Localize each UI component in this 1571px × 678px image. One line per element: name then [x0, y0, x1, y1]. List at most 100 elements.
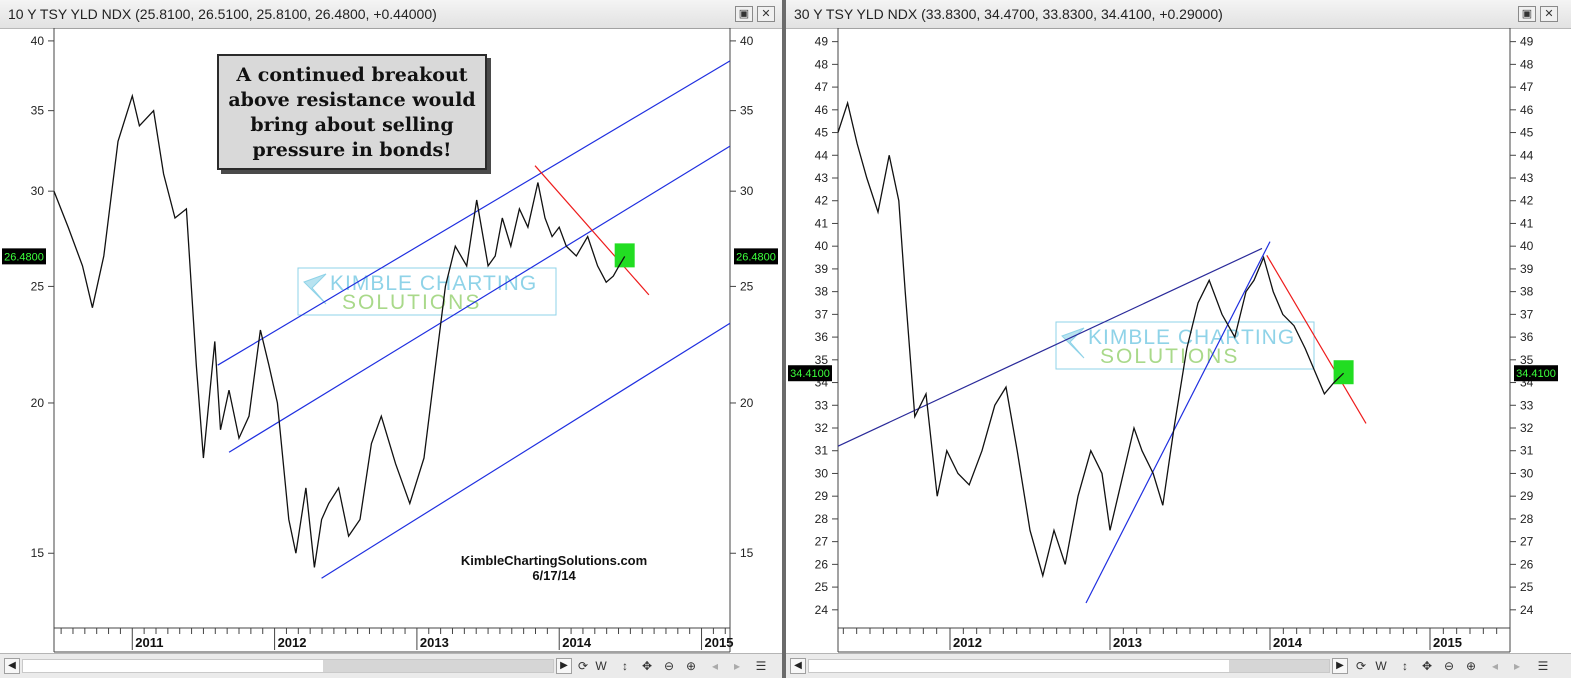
trendline [321, 322, 731, 579]
price-tag-left-text: 26.4800 [4, 251, 44, 263]
time-scrollbar[interactable]: ◀ ▶ ⟳ W ↕ ✥ ⊖ ⊕ ◂ ▸ ☰ [786, 653, 1571, 678]
list-icon[interactable]: ☰ [1537, 659, 1549, 673]
watermark-text: KIMBLE CHARTING [330, 272, 537, 295]
y-tick-label-left: 31 [815, 444, 829, 458]
chart-titlebar: 30 Y TSY YLD NDX (33.8300, 34.4700, 33.8… [786, 0, 1571, 29]
zoom-in-icon[interactable]: ⊕ [1465, 659, 1477, 673]
chart-titlebar: 10 Y TSY YLD NDX (25.8100, 26.5100, 25.8… [0, 0, 782, 29]
y-tick-label-left: 25 [815, 580, 829, 594]
y-tick-label-right: 27 [1520, 535, 1534, 549]
y-tick-label-left: 36 [815, 330, 829, 344]
y-tick-label-left: 43 [815, 171, 829, 185]
plot-area [837, 28, 1511, 629]
y-tick-label-right: 40 [740, 34, 754, 48]
list-icon[interactable]: ☰ [755, 659, 767, 673]
timeframe-button[interactable]: W [1375, 659, 1387, 673]
price-tag-right-text: 34.4100 [1516, 368, 1556, 380]
maximize-icon[interactable]: ▣ [735, 6, 753, 22]
move-icon[interactable]: ✥ [641, 659, 653, 673]
y-tick-label-right: 33 [1520, 398, 1534, 412]
site-url: KimbleChartingSolutions.com [460, 553, 648, 568]
scroll-right-arrow[interactable]: ▶ [556, 658, 572, 674]
vertical-resize-icon[interactable]: ↕ [1402, 659, 1408, 673]
callout-box: A continued breakout above resistance wo… [217, 54, 487, 170]
y-tick-label-right: 44 [1520, 148, 1534, 162]
x-tick-label: 2012 [953, 635, 982, 650]
y-tick-label-right: 25 [1520, 580, 1534, 594]
y-tick-label-left: 30 [31, 184, 45, 198]
zoom-out-icon[interactable]: ⊖ [663, 659, 675, 673]
zoom-out-icon[interactable]: ⊖ [1443, 659, 1455, 673]
price-tag-left-text: 34.4100 [790, 368, 830, 380]
y-tick-label-right: 35 [1520, 353, 1534, 367]
x-tick-label: 2015 [705, 635, 734, 650]
vertical-resize-icon[interactable]: ↕ [622, 659, 628, 673]
x-tick-label: 2014 [1273, 635, 1303, 650]
y-tick-label-right: 45 [1520, 126, 1534, 140]
trendline [1085, 241, 1271, 604]
y-tick-label-left: 39 [815, 262, 829, 276]
panel-divider[interactable] [782, 0, 786, 678]
y-tick-label-left: 30 [815, 466, 829, 480]
close-icon[interactable]: ✕ [1540, 6, 1558, 22]
ohlc-readout: (25.8100, 26.5100, 25.8100, 26.4800, +0.… [135, 6, 437, 22]
callout-line: pressure in bonds! [252, 139, 452, 161]
y-tick-label-left: 42 [815, 194, 829, 208]
watermark-box [1055, 321, 1315, 370]
y-tick-label-right: 25 [740, 279, 754, 293]
price-tag-left [2, 248, 46, 265]
scroll-left-arrow[interactable]: ◀ [790, 658, 806, 674]
time-scrollbar[interactable]: ◀ ▶ ⟳ W ↕ ✥ ⊖ ⊕ ◂ ▸ ☰ [0, 653, 782, 678]
y-tick-label-right: 42 [1520, 194, 1534, 208]
y-tick-label-left: 41 [815, 216, 829, 230]
y-tick-label-left: 45 [815, 126, 829, 140]
step-back-icon[interactable]: ◂ [711, 659, 719, 673]
y-tick-label-left: 35 [31, 104, 45, 118]
y-tick-label-right: 43 [1520, 171, 1534, 185]
trendline [837, 247, 1263, 447]
trendline [1266, 254, 1367, 424]
zoom-in-icon[interactable]: ⊕ [685, 659, 697, 673]
scroll-right-arrow[interactable]: ▶ [1332, 658, 1348, 674]
step-forward-icon[interactable]: ▸ [733, 659, 741, 673]
y-tick-label-right: 15 [740, 546, 754, 560]
chart-30y[interactable]: 24 24 25 25 26 26 27 27 28 28 29 29 30 30 31 31 32 32 33 33… [786, 28, 1571, 654]
y-tick-label-left: 29 [815, 489, 829, 503]
move-icon[interactable]: ✥ [1421, 659, 1433, 673]
y-tick-label-left: 24 [815, 603, 829, 617]
y-tick-label-left: 32 [815, 421, 829, 435]
maximize-icon[interactable]: ▣ [1518, 6, 1536, 22]
ohlc-readout: (33.8300, 34.4700, 33.8300, 34.4100, +0.… [921, 6, 1223, 22]
price-series-line [837, 100, 1345, 579]
watermark-logo-icon [303, 273, 327, 305]
y-tick-label-right: 48 [1520, 57, 1534, 71]
chart-title: 10 Y TSY YLD NDX (25.8100, 26.5100, 25.8… [8, 6, 437, 22]
scroll-left-arrow[interactable]: ◀ [4, 658, 20, 674]
refresh-icon[interactable]: ⟳ [1355, 659, 1367, 673]
trendline [534, 165, 650, 296]
price-tag-right [734, 248, 778, 265]
trendline [217, 60, 731, 366]
y-tick-label-right: 38 [1520, 285, 1534, 299]
close-icon[interactable]: ✕ [757, 6, 775, 22]
scroll-thumb[interactable] [1229, 660, 1329, 672]
callout-line: bring about selling [250, 114, 454, 136]
y-tick-label-right: 49 [1520, 35, 1534, 49]
scroll-track[interactable] [808, 659, 1330, 673]
x-tick-label: 2013 [420, 635, 449, 650]
y-tick-label-left: 38 [815, 285, 829, 299]
scroll-track[interactable] [22, 659, 554, 673]
y-tick-label-left: 15 [31, 546, 45, 560]
chart-panel-30y: 30 Y TSY YLD NDX (33.8300, 34.4700, 33.8… [786, 0, 1571, 678]
watermark-text: KIMBLE CHARTING [1088, 326, 1295, 349]
step-back-icon[interactable]: ◂ [1491, 659, 1499, 673]
step-forward-icon[interactable]: ▸ [1513, 659, 1521, 673]
y-tick-label-right: 46 [1520, 103, 1534, 117]
y-tick-label-right: 30 [1520, 466, 1534, 480]
y-tick-label-left: 44 [815, 148, 829, 162]
refresh-icon[interactable]: ⟳ [577, 659, 589, 673]
watermark-logo-icon [1061, 327, 1085, 359]
timeframe-button[interactable]: W [595, 659, 607, 673]
scroll-thumb[interactable] [323, 660, 553, 672]
y-tick-label-left: 47 [815, 80, 829, 94]
